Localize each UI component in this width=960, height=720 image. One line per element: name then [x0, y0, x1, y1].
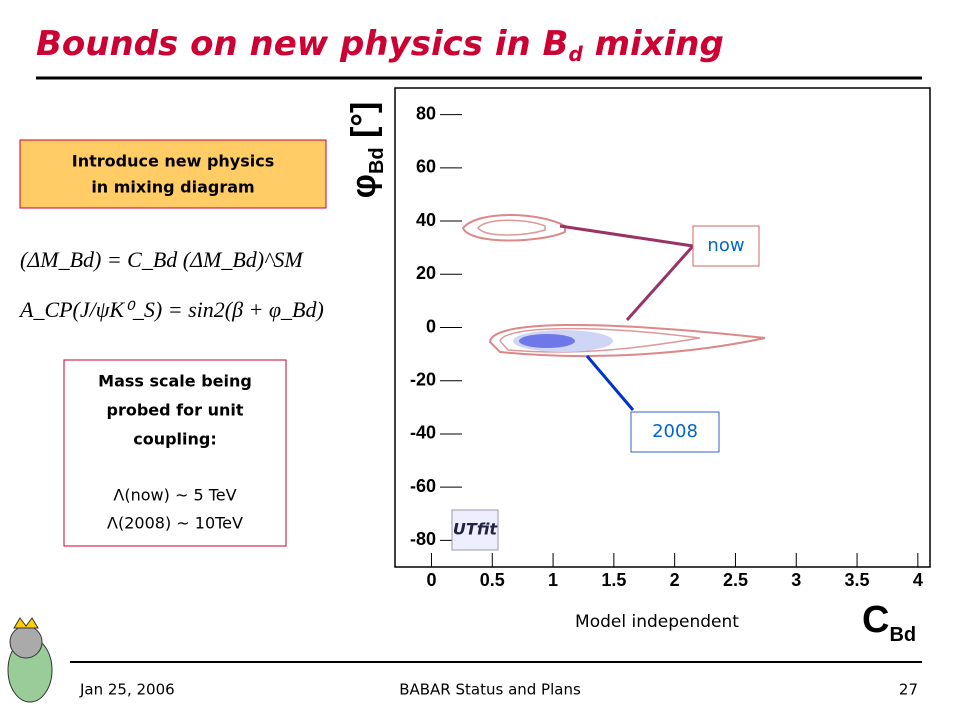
logo-box [451, 509, 499, 551]
title-main: Bounds on new physics in B [36, 24, 568, 64]
equation: A_CP(J/ψK⁰_S) = sin2(β + φ_Bd) [18, 297, 324, 322]
contour-now-outer [488, 324, 766, 358]
mass-box [63, 359, 287, 547]
mass-line: Λ(2008) ~ 10TeV [107, 514, 243, 533]
x-axis-label: CBd [862, 599, 916, 646]
y-tick-label: 60 [416, 157, 436, 177]
y-tick-label: -20 [410, 369, 436, 389]
annotation: 2008 [652, 421, 698, 442]
y-tick-label: -60 [410, 476, 436, 496]
title-sub: d [568, 42, 583, 66]
mass-line: Λ(now) ~ 5 TeV [113, 486, 236, 505]
x-tick-label: 0 [426, 570, 436, 590]
annotation: Model independent [575, 612, 739, 632]
now-box [692, 225, 760, 267]
contour-now-inner [499, 327, 701, 353]
contour-now-inner [477, 219, 546, 236]
equation: (ΔM_Bd) = C_Bd (ΔM_Bd)^SM [20, 247, 304, 272]
y-tick-label: -40 [410, 423, 436, 443]
x-tick-label: 4 [913, 570, 923, 590]
intro-box [19, 139, 327, 209]
footer-center: BABAR Status and Plans [399, 681, 581, 699]
y-tick-label: 0 [426, 316, 436, 336]
footer-date: Jan 25, 2006 [79, 681, 175, 699]
x-tick-label: 3 [791, 570, 801, 590]
x-tick-label: 0.5 [480, 570, 505, 590]
y-label-unit: [°] [345, 102, 383, 138]
title: Bounds on new physics in Bd mixing [36, 24, 724, 66]
arrow [625, 245, 695, 321]
arrow [585, 355, 635, 411]
arrow [559, 224, 694, 248]
mass-line: probed for unit [107, 401, 244, 420]
mass-line: coupling: [133, 430, 217, 449]
2008-box [630, 411, 720, 453]
x-tick-label: 1 [548, 570, 558, 590]
title-end: mixing [595, 24, 724, 64]
annotation: now [707, 235, 744, 256]
y-tick-label: 80 [416, 103, 436, 123]
axes: 0 0.5 1 1.5 2 2.5 3 3.5 4 -80 -60 -40 -20 0 20 40 60 80 [410, 103, 923, 589]
plot-frame [394, 87, 931, 568]
x-tick-label: 2 [670, 570, 680, 590]
logo: UTfit [453, 520, 499, 539]
y-label-main: φ [345, 174, 383, 198]
x-tick-label: 1.5 [601, 570, 626, 590]
intro-line: Introduce new physics [72, 152, 275, 171]
y-label-sub: Bd [366, 147, 388, 174]
y-tick-label: 40 [416, 210, 436, 230]
x-label-main: C [862, 599, 889, 641]
y-axis-label: φBd [°] [345, 102, 388, 199]
y-tick-label: 20 [416, 263, 436, 283]
intro-line: in mixing diagram [91, 178, 254, 197]
footer-page: 27 [899, 681, 918, 699]
mascot [7, 617, 53, 703]
contour-now-outer [461, 214, 566, 242]
mass-line: Mass scale being [98, 372, 252, 391]
y-tick-label: -80 [410, 529, 436, 549]
x-tick-label: 2.5 [723, 570, 748, 590]
contour-2008-inner [519, 334, 575, 348]
x-tick-label: 3.5 [845, 570, 870, 590]
x-label-sub: Bd [889, 624, 916, 646]
